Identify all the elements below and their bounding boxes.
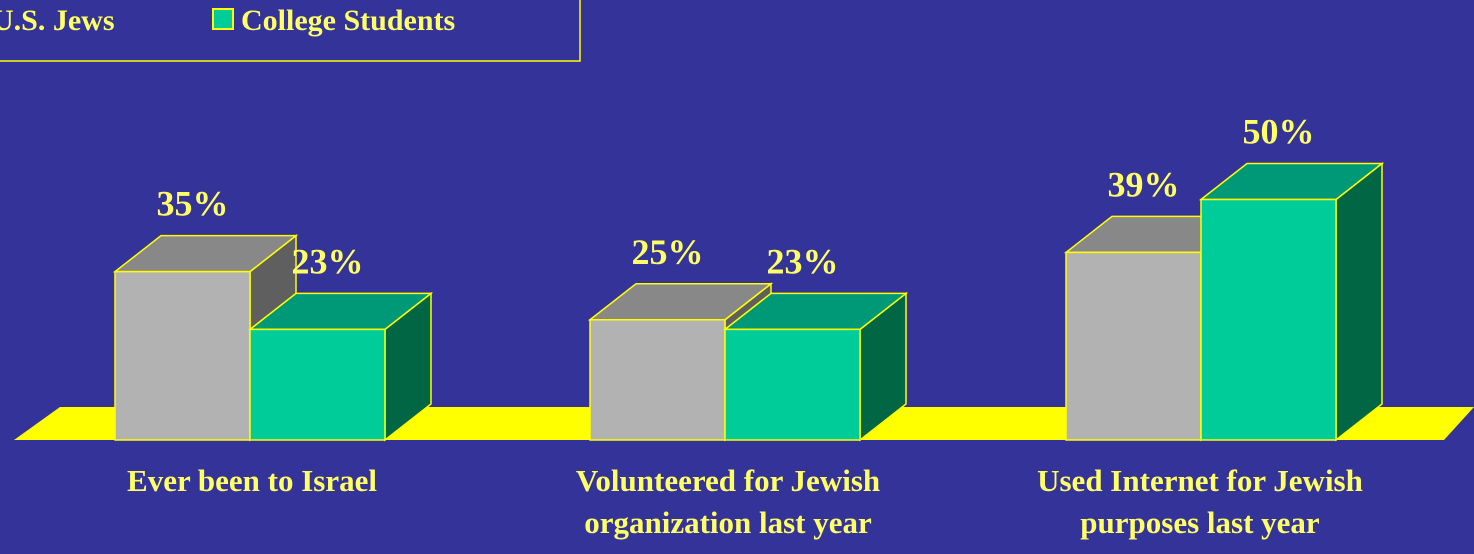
bar-front <box>589 319 726 441</box>
bar-0-1 <box>247 291 434 442</box>
legend-box <box>0 0 581 62</box>
legend-label-us-jews: U.S. Jews <box>0 4 115 37</box>
legend-swatch-college-students <box>212 8 234 30</box>
category-label: Volunteered for Jewish <box>576 463 880 498</box>
category-label: purposes last year <box>1080 505 1320 540</box>
data-label: 35% <box>157 184 229 224</box>
data-label: 23% <box>292 241 364 281</box>
bar-front <box>114 270 251 441</box>
value-labels-group: 35% 23% 25% 23% 39% 50% <box>157 112 1315 282</box>
bar-front <box>724 328 861 441</box>
bar-side <box>1335 161 1383 442</box>
bars-group <box>112 161 1385 442</box>
data-label: 50% <box>1243 112 1315 152</box>
legend: U.S. Jews College Students <box>0 0 581 62</box>
category-label: organization last year <box>584 505 872 540</box>
bar-front <box>1200 198 1337 441</box>
bar-front <box>1065 251 1202 441</box>
category-label: Used Internet for Jewish <box>1037 463 1363 498</box>
data-label: 25% <box>632 232 704 272</box>
category-label: Ever been to Israel <box>127 463 377 498</box>
bar-1-1 <box>722 291 909 442</box>
legend-label-college-students: College Students <box>241 4 455 37</box>
data-label: 39% <box>1108 164 1180 204</box>
bar-front <box>249 328 386 441</box>
category-labels-group: Ever been to Israel Volunteered for Jewis… <box>127 463 1363 540</box>
bar-2-1 <box>1198 161 1385 442</box>
data-label: 23% <box>767 241 839 281</box>
